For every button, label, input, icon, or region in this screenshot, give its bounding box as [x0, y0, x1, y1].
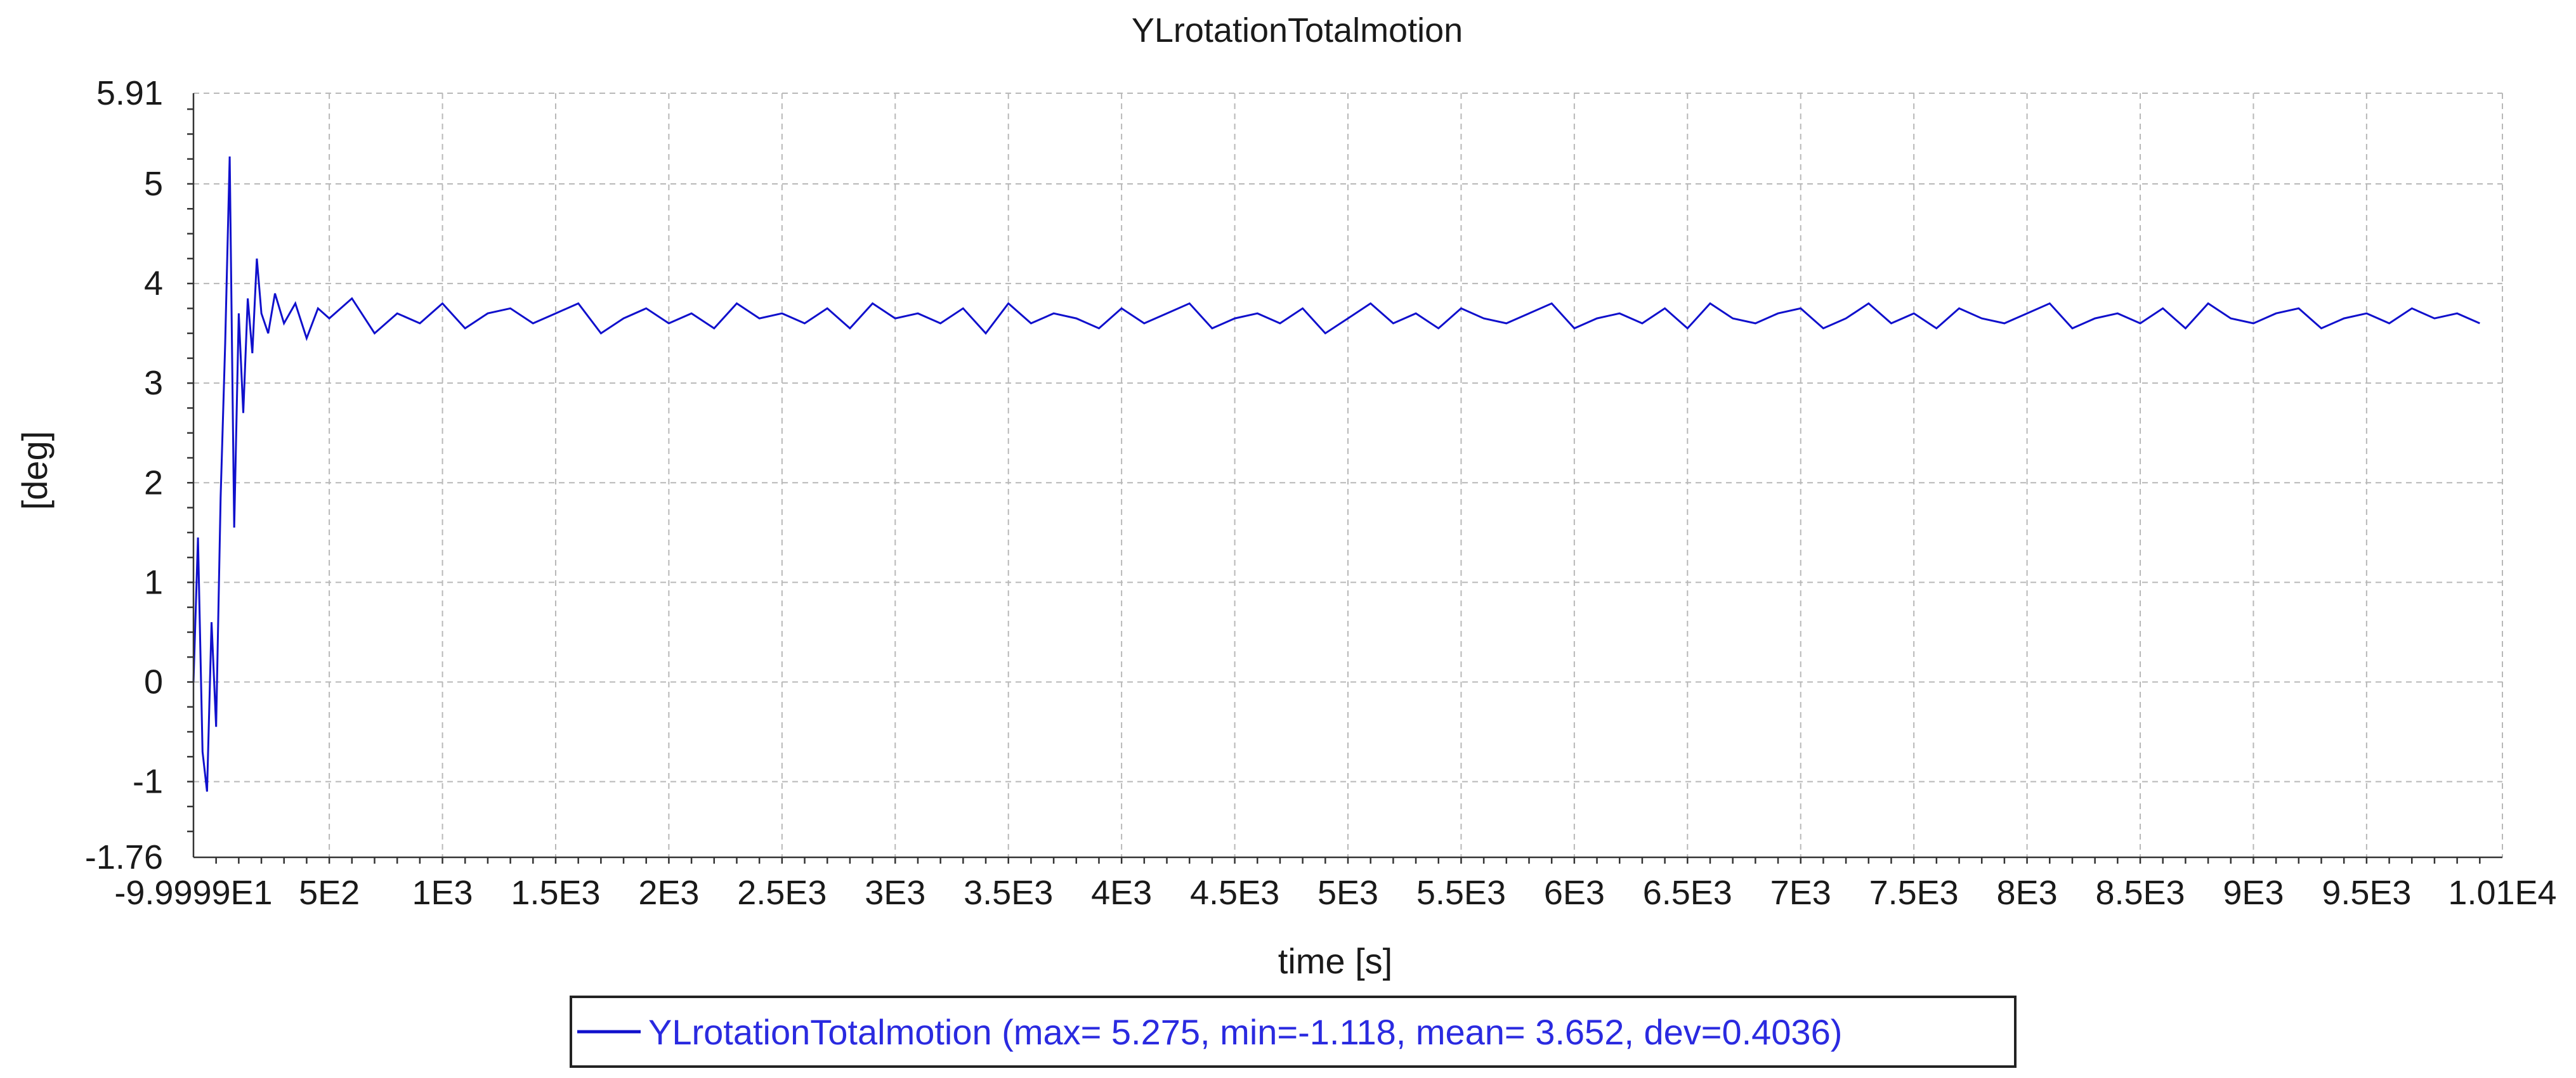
x-tick-label: 2E3: [638, 874, 699, 912]
y-tick-label: 0: [144, 663, 163, 701]
y-axis-label: [deg]: [15, 431, 55, 510]
x-tick-label: -9.9999E1: [114, 874, 272, 912]
x-tick-label: 8.5E3: [2095, 874, 2185, 912]
x-tick-label: 5.5E3: [1416, 874, 1506, 912]
x-axis-label: time [s]: [1278, 941, 1392, 981]
x-tick-label: 1.01E4: [2448, 874, 2556, 912]
x-tick-label: 9E3: [2223, 874, 2284, 912]
y-tick-label: 5: [144, 165, 163, 203]
x-tick-label: 5E3: [1317, 874, 1378, 912]
grid: [193, 93, 2503, 858]
x-tick-label: 2.5E3: [737, 874, 827, 912]
x-tick-label: 7.5E3: [1869, 874, 1959, 912]
legend-box: [570, 996, 2017, 1068]
x-tick-label: 6E3: [1544, 874, 1605, 912]
x-tick-label: 9.5E3: [2322, 874, 2411, 912]
x-tick-label: 7E3: [1770, 874, 1831, 912]
y-tick-label: 4: [144, 264, 163, 302]
legend-entry: YLrotationTotalmotion (max= 5.275, min=-…: [648, 1012, 1842, 1052]
axes: [187, 93, 2502, 864]
x-tick-labels: -9.9999E1 5E2 1E3 1.5E3 2E3 2.5E3 3E3 3.5E3 4E3 4…: [114, 874, 2556, 912]
x-tick-label: 8E3: [1997, 874, 2058, 912]
x-tick-label: 5E2: [299, 874, 360, 912]
series-layer: [192, 156, 2480, 792]
y-tick-labels: -1.76 -1 0 1 2 3 4 5 5.91: [85, 74, 163, 876]
y-tick-label: 2: [144, 464, 163, 502]
x-tick-label: 6.5E3: [1643, 874, 1732, 912]
y-tick-label: 3: [144, 364, 163, 402]
x-tick-label: 3E3: [865, 874, 925, 912]
y-tick-label: 5.91: [96, 74, 163, 112]
x-tick-label: 3.5E3: [964, 874, 1053, 912]
x-tick-label: 1.5E3: [511, 874, 600, 912]
x-tick-label: 1E3: [412, 874, 473, 912]
x-tick-label: 4.5E3: [1190, 874, 1279, 912]
legend: YLrotationTotalmotion (max= 5.275, min=-…: [570, 996, 2017, 1068]
y-tick-label: -1: [133, 763, 163, 801]
y-tick-label: -1.76: [85, 838, 163, 876]
series-line-yl-rotation: [192, 156, 2480, 792]
x-tick-label: 4E3: [1091, 874, 1152, 912]
chart-title: YLrotationTotalmotion: [1132, 11, 1463, 49]
y-tick-label: 1: [144, 563, 163, 601]
